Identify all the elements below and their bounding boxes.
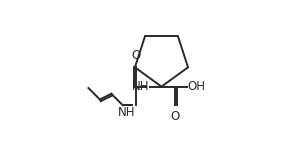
Text: OH: OH bbox=[187, 80, 205, 93]
Text: NH: NH bbox=[117, 106, 135, 119]
Text: NH: NH bbox=[132, 80, 149, 93]
Text: O: O bbox=[131, 49, 140, 62]
Text: O: O bbox=[171, 110, 180, 122]
